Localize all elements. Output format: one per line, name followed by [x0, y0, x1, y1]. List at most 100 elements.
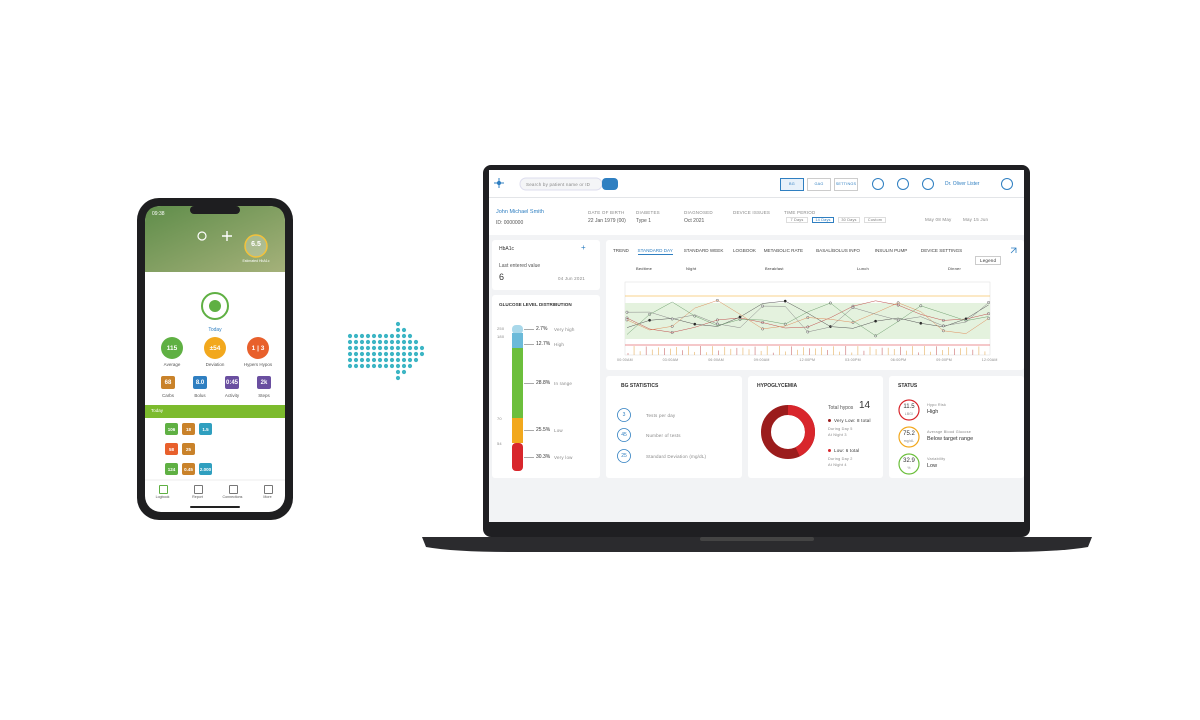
patient-name[interactable]: John Michael Smith: [496, 209, 544, 215]
arrow-dot: [413, 351, 419, 357]
meal-label: Lunch: [857, 266, 869, 271]
nav-icon[interactable]: [159, 485, 168, 494]
section-label: Today: [151, 408, 164, 413]
trend-line: [626, 302, 989, 333]
arrow-dot: [353, 345, 359, 351]
hba1c-caption: Last entered value: [499, 263, 541, 269]
search-icon[interactable]: [197, 231, 207, 241]
stat-value: 45: [621, 432, 627, 438]
phone-notch: [190, 206, 240, 214]
tab[interactable]: INSULIN PUMP: [874, 248, 908, 253]
add-icon[interactable]: [222, 231, 232, 241]
arrow-dot: [359, 339, 365, 345]
tab[interactable]: DEVICE SETTINGS: [920, 248, 963, 253]
time-label: 12:00AM: [981, 358, 998, 362]
arrow-dot: [395, 375, 401, 381]
arrow-dot: [401, 333, 407, 339]
period-button[interactable]: Custom: [864, 217, 886, 223]
time-label: 06:00PM: [890, 358, 907, 362]
stat-circle: 1 | 3: [247, 337, 269, 359]
search-button[interactable]: [602, 178, 618, 190]
tab[interactable]: STANDARD DAY: [637, 248, 673, 255]
help-button[interactable]: [897, 178, 909, 190]
segment-very-low: [512, 443, 523, 471]
stat-ring: [617, 408, 631, 422]
level-percent: 28.8%: [536, 380, 551, 386]
tile-label: Steps: [258, 393, 270, 398]
nav-item[interactable]: More: [263, 495, 272, 499]
axis-label: 180: [497, 334, 505, 339]
arrow-dot: [353, 363, 359, 369]
arrow-dot: [353, 357, 359, 363]
patient-id: ID: 0000000: [496, 220, 524, 226]
arrow-dot: [377, 345, 383, 351]
time-label: 03:00PM: [845, 358, 861, 362]
nav-icon[interactable]: [229, 485, 238, 494]
status-card: [889, 376, 1024, 478]
arrow-dot: [353, 339, 359, 345]
group-label: Low: 6 total: [834, 448, 860, 453]
period-button[interactable]: 14 Days: [812, 217, 834, 223]
status-result: Below target range: [927, 436, 974, 442]
stat-value: 3: [622, 412, 626, 418]
log-entry: 0.45: [182, 463, 195, 475]
tile: 68: [161, 376, 175, 389]
status-unit: %: [907, 466, 911, 470]
nav-item[interactable]: Logbook: [155, 495, 170, 499]
tab[interactable]: STANDARD WEEK: [683, 248, 724, 253]
arrow-dot: [395, 369, 401, 375]
arrow-dot: [347, 351, 353, 357]
arrow-dot: [395, 321, 401, 327]
logo: [494, 178, 504, 188]
distribution-title: GLUCOSE LEVEL DISTRIBUTION: [499, 302, 572, 307]
tab[interactable]: METABOLIC RATE: [763, 248, 804, 253]
arrow-dot: [383, 333, 389, 339]
level-label: Very high: [554, 326, 575, 332]
nav-icon[interactable]: [264, 485, 273, 494]
arrow-dot: [383, 351, 389, 357]
nav-item[interactable]: Report: [192, 495, 203, 499]
add-hba1c[interactable]: +: [581, 243, 586, 252]
mail-button[interactable]: [922, 178, 934, 190]
top-button[interactable]: BG: [780, 178, 804, 191]
home-button[interactable]: [872, 178, 884, 190]
segment-high: [512, 333, 523, 348]
period-button[interactable]: 7 Days: [786, 217, 808, 223]
total-hypos-label: Total hypos: [828, 405, 854, 411]
status-ring: [898, 453, 920, 475]
time-label: 12:00PM: [799, 358, 816, 362]
distribution-card: [492, 295, 600, 478]
tile: 2k: [257, 376, 271, 389]
legend-button[interactable]: Legend: [975, 256, 1002, 265]
top-button[interactable]: SETTINGS: [834, 178, 858, 191]
arrow-dot: [389, 357, 395, 363]
nav-icon[interactable]: [194, 485, 203, 494]
group-night: At Night 4: [828, 463, 847, 467]
log-entry: 106: [165, 423, 178, 435]
trend-line: [626, 300, 989, 334]
status-value: 11.5: [903, 404, 915, 410]
expand-icon[interactable]: [1010, 247, 1017, 254]
arrow-dot: [407, 333, 413, 339]
tab[interactable]: LOGBOOK: [733, 248, 756, 253]
avatar[interactable]: [1001, 178, 1013, 190]
hba1c-card: [492, 240, 600, 290]
group-day: During Day 2: [828, 457, 853, 461]
period-button[interactable]: 30 Days: [838, 217, 860, 223]
stat-label: Standard Deviation (mg/dL): [646, 453, 707, 459]
stat-label: Hypers Hypos: [243, 362, 273, 367]
stat-label: Number of tests: [646, 432, 681, 438]
top-button[interactable]: GAG: [807, 178, 831, 191]
tab[interactable]: TREND: [613, 248, 629, 253]
stat-label: Average: [163, 362, 181, 367]
arrow-dot: [371, 339, 377, 345]
arrow-dot: [347, 339, 353, 345]
status-label: Hypo Risk: [927, 403, 947, 407]
nav-item[interactable]: Connections: [222, 495, 243, 499]
tab[interactable]: BASAL/BOLUS INFO: [816, 248, 861, 253]
arrow-dot: [371, 351, 377, 357]
group-label: Very Low: 8 total: [834, 418, 871, 423]
segment-in-range: [512, 348, 523, 418]
arrow-dot: [395, 327, 401, 333]
status-ring: [898, 426, 920, 448]
